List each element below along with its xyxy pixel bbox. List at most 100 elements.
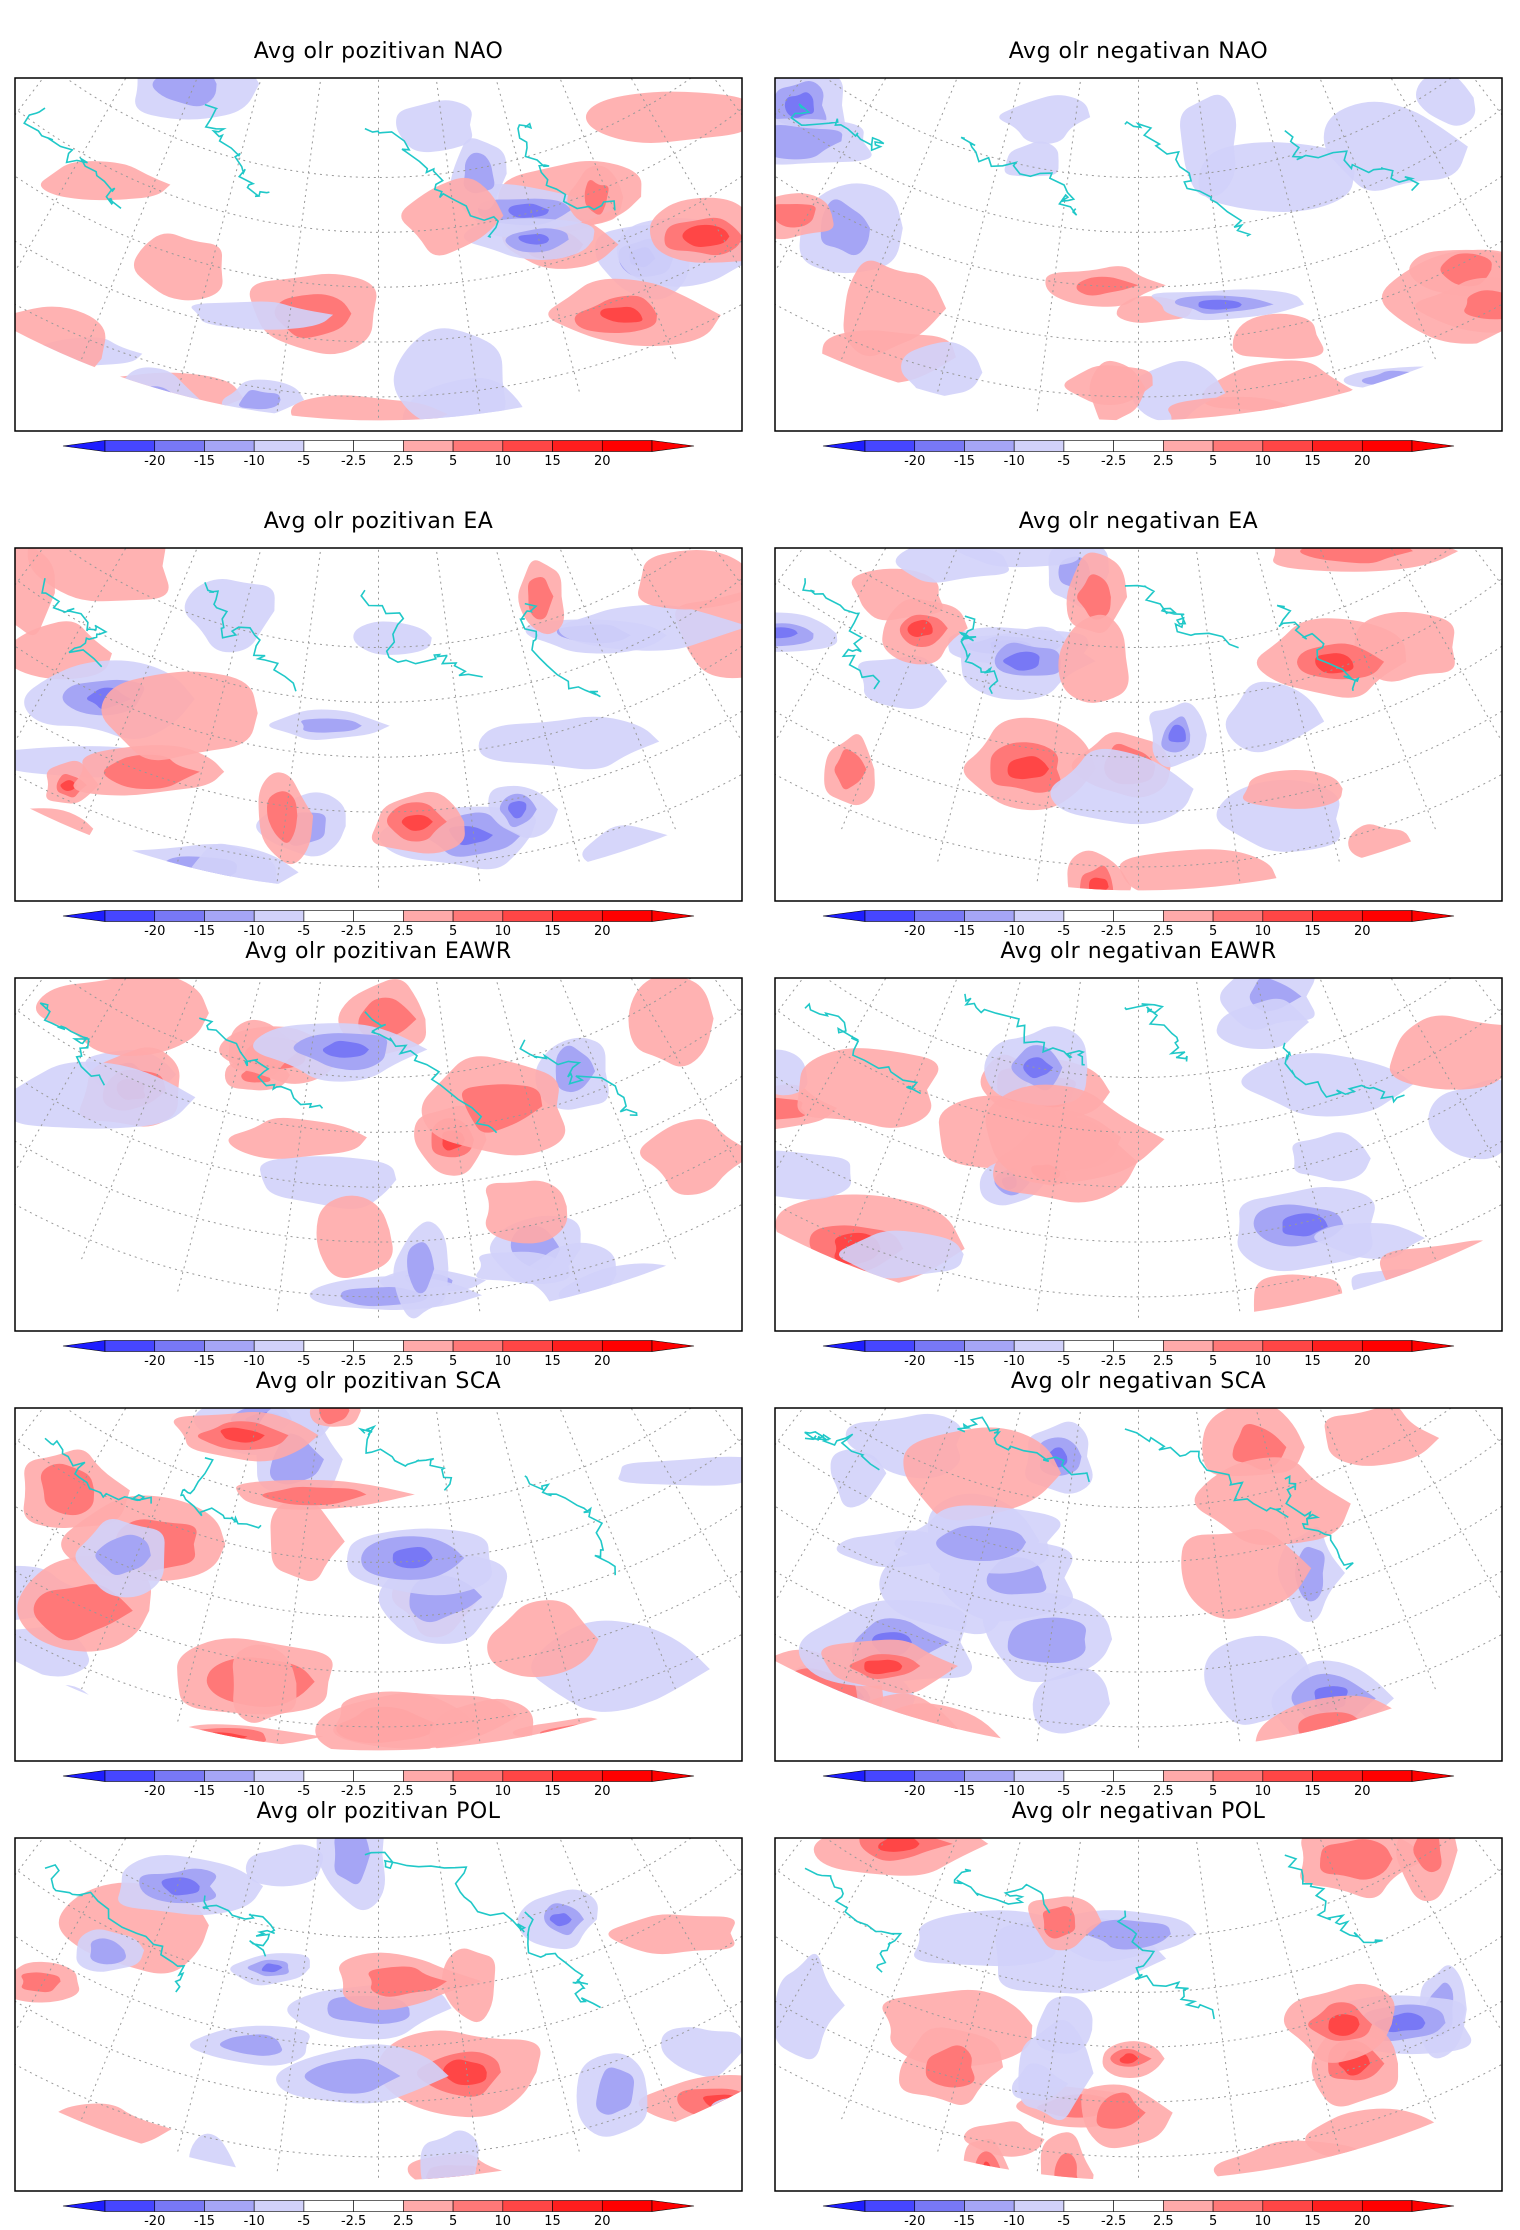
colorbar-tick-label: -20 [904, 1354, 925, 1369]
latitude-line [15, 978, 742, 1188]
anomaly-area [558, 604, 742, 651]
anomaly-area [1232, 313, 1324, 359]
colorbar-swatch [403, 1770, 454, 1782]
anomaly-area [15, 548, 55, 636]
colorbar-swatch [601, 1770, 653, 1782]
anomaly-area [429, 1698, 534, 1751]
anomaly-area [1428, 1079, 1502, 1160]
anomaly-area [40, 161, 171, 201]
anomaly-area [1225, 681, 1325, 753]
colorbar-tick-label: 15 [1304, 924, 1321, 939]
anomaly-area [1181, 1529, 1312, 1619]
anomaly-area [1003, 651, 1040, 671]
colorbar-tick-label: 20 [1354, 2214, 1371, 2229]
colorbar-tick-label: -2.5 [341, 1354, 366, 1369]
latitude-line [15, 1838, 742, 2048]
coastlines [39, 1002, 638, 1134]
colorbar-swatch [1212, 1340, 1264, 1352]
anomaly-area [1004, 141, 1059, 177]
colorbar-swatch [1361, 1340, 1413, 1352]
colorbar-swatch [452, 2200, 504, 2212]
anomaly-area [508, 203, 550, 218]
colorbar-swatch [864, 1770, 916, 1782]
anomaly-area [1319, 1839, 1393, 1880]
colorbar-tick-label: -5 [297, 2214, 310, 2229]
map-frame [14, 1837, 743, 2192]
colorbar-swatch [403, 2200, 454, 2212]
anomaly-area [15, 306, 106, 404]
colorbar-swatch [353, 440, 404, 452]
colorbar-swatch [204, 910, 255, 922]
anomaly-area [913, 1910, 1063, 1967]
anomaly-area [858, 655, 948, 709]
colorbar-swatch [502, 1340, 553, 1352]
latitude-line [15, 78, 742, 288]
anomaly-area [245, 1844, 324, 1887]
colorbar-swatch [914, 1770, 965, 1782]
anomaly-area [985, 1084, 1165, 1184]
colorbar-tick-label: -15 [194, 1354, 215, 1369]
colorbar-arrow-left [822, 440, 866, 452]
anomaly-area [1241, 1053, 1414, 1117]
anomaly-area [461, 1084, 543, 1133]
colorbar-tick-label: -10 [244, 1784, 265, 1799]
colorbar-swatch [552, 1340, 603, 1352]
colorbar-swatch [1113, 1340, 1164, 1352]
anomaly-area [40, 1463, 95, 1516]
colorbar-tick-label: -10 [1004, 1354, 1025, 1369]
colorbar-tick-label: 15 [544, 454, 561, 469]
anomaly-area [1411, 1258, 1502, 1305]
colorbar-tick-label: 5 [1209, 1784, 1217, 1799]
colorbar-swatch [1212, 910, 1264, 922]
colorbar-arrow-right [1411, 1770, 1455, 1782]
colorbar-swatch [253, 440, 305, 452]
colorbar-tick-label: 10 [495, 454, 512, 469]
colorbar-tick-label: 2.5 [1153, 1784, 1174, 1799]
colorbar-swatch [964, 910, 1015, 922]
colorbar-tick-label: 2.5 [393, 2214, 414, 2229]
anomaly-area [24, 2158, 110, 2181]
colorbar-swatch [154, 1770, 205, 1782]
colorbar-tick-label: -15 [954, 2214, 975, 2229]
coastlines [23, 103, 616, 238]
colorbar-swatch [1013, 440, 1065, 452]
colorbar-swatch [601, 2200, 653, 2212]
colorbar-swatch [502, 910, 553, 922]
panel-title: Avg olr negativan NAO [1009, 39, 1268, 64]
colorbar-tick-label: 15 [544, 924, 561, 939]
anomaly-area [780, 1729, 907, 1751]
anomaly-area [1315, 653, 1354, 674]
anomaly-area [1324, 1408, 1440, 1466]
colorbar-swatch [104, 1340, 156, 1352]
anomaly-area [1427, 1277, 1502, 1321]
anomaly-area [895, 548, 1010, 583]
colorbar-tick-label: 5 [449, 1354, 457, 1369]
colorbar-swatch [601, 440, 653, 452]
colorbar-swatch [253, 2200, 305, 2212]
anomaly-area [661, 2027, 742, 2078]
coastlines [802, 578, 1360, 695]
anomaly-area [60, 780, 78, 791]
anomaly-area [838, 1230, 964, 1279]
anomaly-area [508, 801, 527, 819]
colorbar-tick-label: 20 [594, 1784, 611, 1799]
colorbar-arrow-left [822, 910, 866, 922]
colorbar-swatch [601, 1340, 653, 1352]
anomaly-area [596, 2067, 635, 2115]
anomaly-area [684, 2133, 742, 2151]
colorbar-tick-label: 15 [1304, 2214, 1321, 2229]
anomaly-area [1054, 2153, 1079, 2181]
coastlines [790, 103, 1420, 237]
colorbar-arrow-right [651, 1770, 695, 1782]
colorbar-swatch [1312, 1770, 1363, 1782]
colorbar-tick-label: -15 [954, 454, 975, 469]
anomaly-area [1076, 276, 1139, 296]
anomaly-area [936, 1525, 1027, 1562]
colorbar-swatch [1212, 2200, 1264, 2212]
colorbar-swatch [253, 910, 305, 922]
anomaly-area [878, 1838, 920, 1852]
colorbar-swatch [1063, 1340, 1114, 1352]
panel-title: Avg olr pozitivan NAO [254, 39, 504, 64]
colorbar-swatch [204, 1340, 255, 1352]
colorbar-swatch [1312, 910, 1363, 922]
